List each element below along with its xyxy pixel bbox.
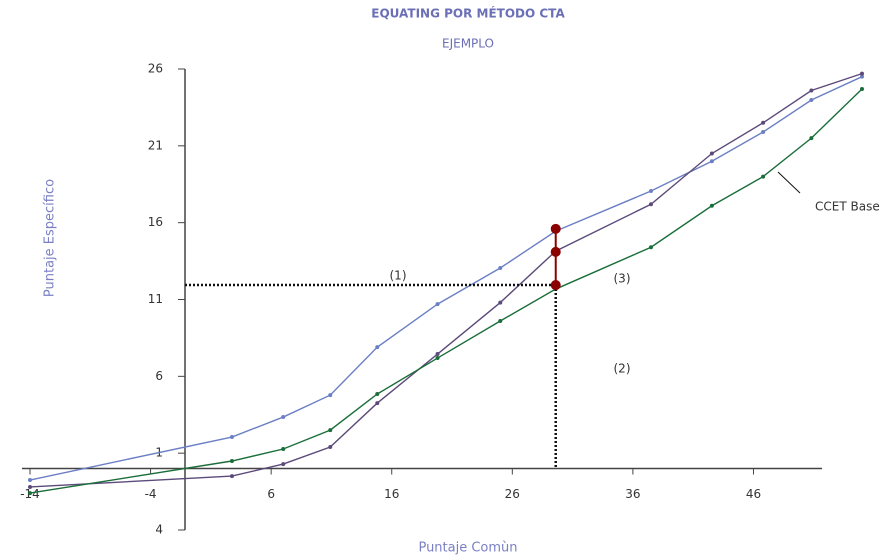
point: [375, 345, 380, 350]
y-tick-label: 11: [148, 292, 163, 306]
point: [860, 86, 864, 91]
chart-title: EQUATING POR MÉTODO CTA: [371, 6, 565, 21]
point: [648, 202, 653, 207]
y-tick-label: 26: [148, 62, 163, 76]
point: [28, 491, 32, 496]
x-tick-label: 36: [625, 487, 640, 501]
y-tick-label: 16: [148, 215, 163, 229]
point: [709, 151, 714, 156]
point: [435, 356, 440, 361]
point: [281, 415, 286, 420]
x-tick-label: 26: [505, 487, 520, 501]
point: [375, 392, 380, 397]
x-axis-label: Puntaje Comùn: [418, 541, 517, 556]
point: [328, 445, 333, 450]
x-tick-label: 6: [267, 487, 275, 501]
series-line: [29, 72, 863, 488]
x-tick-label: -4: [145, 487, 157, 501]
y-tick-label: 21: [148, 138, 163, 152]
point: [328, 393, 333, 398]
point: [709, 159, 714, 164]
point: [809, 98, 814, 103]
point: [229, 474, 234, 479]
point: [435, 352, 440, 357]
highlight-point: [550, 280, 561, 291]
point: [229, 459, 234, 464]
annotation: (2): [614, 362, 631, 376]
point: [229, 435, 234, 440]
point: [809, 136, 814, 141]
annotation: (1): [390, 269, 407, 283]
y-axis-label: Puntaje Específico: [43, 179, 58, 297]
point: [281, 447, 286, 452]
point: [28, 478, 32, 483]
point: [28, 484, 32, 489]
point: [498, 265, 503, 270]
point: [809, 88, 814, 93]
y-tick-label: 6: [155, 369, 163, 383]
series-line: [29, 76, 863, 481]
point: [328, 428, 333, 433]
point: [761, 174, 766, 179]
point: [281, 462, 286, 467]
annotation-pointer: [777, 171, 801, 194]
annotation: CCET Base: [815, 200, 880, 214]
point: [498, 319, 503, 324]
point: [648, 189, 653, 194]
highlight-point: [550, 246, 561, 257]
point: [761, 120, 766, 125]
point: [498, 300, 503, 305]
point: [375, 401, 380, 406]
point: [709, 203, 714, 208]
y-tick-label: 4: [155, 523, 163, 537]
x-tick-label: 46: [746, 487, 761, 501]
point: [860, 71, 864, 76]
chart-subtitle: EJEMPLO: [442, 37, 494, 51]
point: [860, 74, 864, 79]
point: [648, 245, 653, 250]
annotation: (3): [614, 272, 631, 286]
highlight-point: [550, 223, 561, 234]
x-tick-label: 16: [384, 487, 399, 501]
point: [435, 302, 440, 307]
point: [761, 130, 766, 135]
